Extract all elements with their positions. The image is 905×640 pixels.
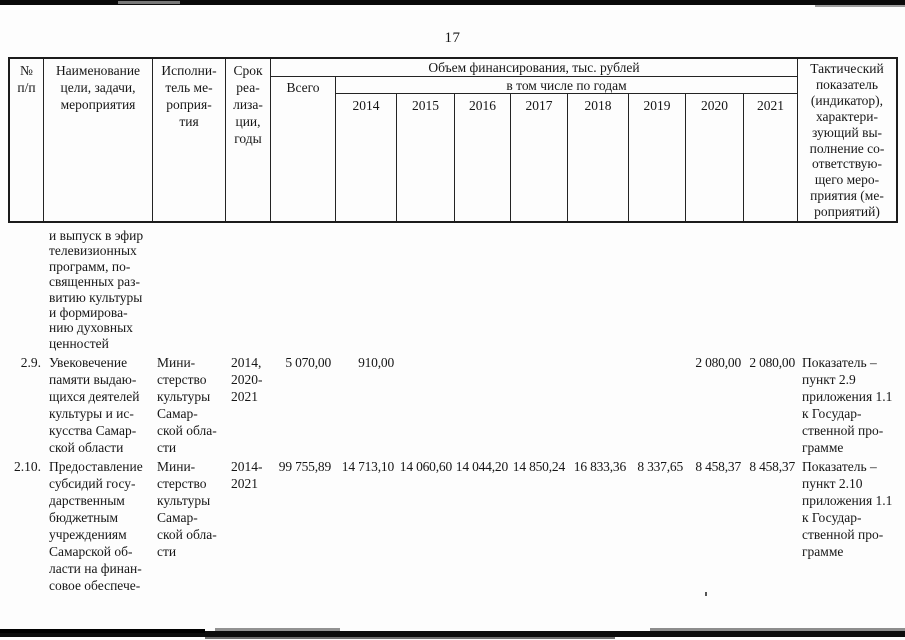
scan-artifact-bottom-bar (0, 631, 905, 637)
header-cell-total: Всего (271, 77, 336, 221)
cell-row-number (10, 228, 44, 352)
scan-artifact-top-bar (0, 0, 905, 5)
header-cell-by-years: в том числе по годам (336, 77, 798, 94)
cell-term: 2014- 2021 (231, 459, 263, 491)
cell-year-2014-value: 14 713,10 (341, 459, 394, 474)
financing-table: № п/п Наименование цели, задачи, меропри… (8, 57, 898, 595)
header-cell-indicator: Тактический показатель (индикатор), хара… (809, 61, 885, 220)
scan-artifact (650, 628, 905, 631)
header-cell-year-2017: 2017 (511, 94, 568, 221)
scan-artifact (0, 629, 205, 633)
cell-year-2019-value (629, 228, 686, 352)
cell-year-2021-value: 8 458,37 (749, 459, 795, 474)
cell-executor: Мини- стерство культуры Самар- ской обла… (157, 459, 217, 559)
cell-year-2014-value: 910,00 (358, 355, 394, 370)
header-cell-year-2016: 2016 (455, 94, 511, 221)
cell-year-2018-value (568, 354, 629, 456)
cell-year-2020-value: 2 080,00 (695, 355, 741, 370)
cell-year-2016-value (455, 354, 511, 456)
cell-total: 99 755,89 (278, 459, 331, 474)
scan-artifact (705, 592, 707, 596)
table-row-continuation: и выпуск в эфир телевизионных программ, … (10, 223, 896, 352)
cell-year-2019-value (629, 354, 686, 456)
cell-year-2016-value (455, 228, 511, 352)
cell-term: 2014, 2020- 2021 (231, 355, 263, 404)
cell-year-2021-value (744, 228, 798, 352)
cell-year-2017-value (511, 354, 568, 456)
cell-year-2021-value: 2 080,00 (749, 355, 795, 370)
page-number: 17 (444, 30, 461, 46)
cell-year-2020-value (686, 228, 744, 352)
cell-year-2015-value (397, 228, 455, 352)
cell-indicator: Показатель – пункт 2.10 приложения 1.1 к… (802, 459, 893, 559)
cell-year-2019-value: 8 337,65 (637, 459, 683, 474)
header-cell-year-2020: 2020 (686, 94, 744, 221)
cell-indicator (798, 228, 896, 352)
cell-activity-name: и выпуск в эфир телевизионных программ, … (49, 228, 144, 351)
header-cell-year-2019: 2019 (629, 94, 686, 221)
header-cell-term: Срок реа- лиза- ции, годы (226, 59, 271, 221)
scan-artifact (205, 637, 615, 639)
cell-activity-name: Предоставление субсидий госу- дарственны… (49, 459, 143, 593)
cell-year-2018-value: 16 833,36 (573, 459, 626, 474)
table-header: № п/п Наименование цели, задачи, меропри… (8, 57, 898, 223)
header-cell-row-number: № п/п (10, 59, 44, 221)
cell-year-2015-value (397, 354, 455, 456)
header-cell-year-2014: 2014 (336, 94, 397, 221)
table-row-2-9: 2.9. Увековечение памяти выдаю- щихся де… (10, 352, 896, 455)
table-body: и выпуск в эфир телевизионных программ, … (10, 223, 896, 595)
cell-executor (153, 228, 226, 352)
cell-executor: Мини- стерство культуры Самар- ской обла… (157, 355, 217, 455)
cell-activity-name: Увековечение памяти выдаю- щихся деятеле… (49, 355, 140, 455)
scan-artifact (815, 5, 905, 7)
cell-row-number: 2.10. (14, 459, 41, 474)
scan-artifact (215, 628, 340, 631)
cell-year-2014-value (336, 228, 397, 352)
header-cell-financing-title: Объем финансирования, тыс. рублей (271, 59, 798, 77)
scan-artifact (118, 1, 180, 4)
cell-indicator: Показатель – пункт 2.9 приложения 1.1 к … (802, 355, 893, 455)
cell-year-2016-value: 14 044,20 (455, 459, 508, 474)
cell-year-2015-value: 14 060,60 (399, 459, 452, 474)
header-cell-year-2021: 2021 (744, 94, 798, 221)
cell-year-2017-value (511, 228, 568, 352)
cell-year-2017-value: 14 850,24 (512, 459, 565, 474)
cell-total (271, 228, 336, 352)
cell-year-2018-value (568, 228, 629, 352)
header-cell-activity-name: Наименование цели, задачи, мероприятия (44, 59, 153, 221)
cell-term (226, 228, 271, 352)
header-cell-year-2015: 2015 (397, 94, 455, 221)
header-cell-executor: Исполни- тель ме- роприя- тия (153, 59, 226, 221)
cell-total: 5 070,00 (285, 355, 331, 370)
header-cell-year-2018: 2018 (568, 94, 629, 221)
cell-year-2020-value: 8 458,37 (695, 459, 741, 474)
cell-row-number: 2.9. (20, 355, 41, 370)
table-row-2-10: 2.10. Предоставление субсидий госу- дарс… (10, 455, 896, 595)
